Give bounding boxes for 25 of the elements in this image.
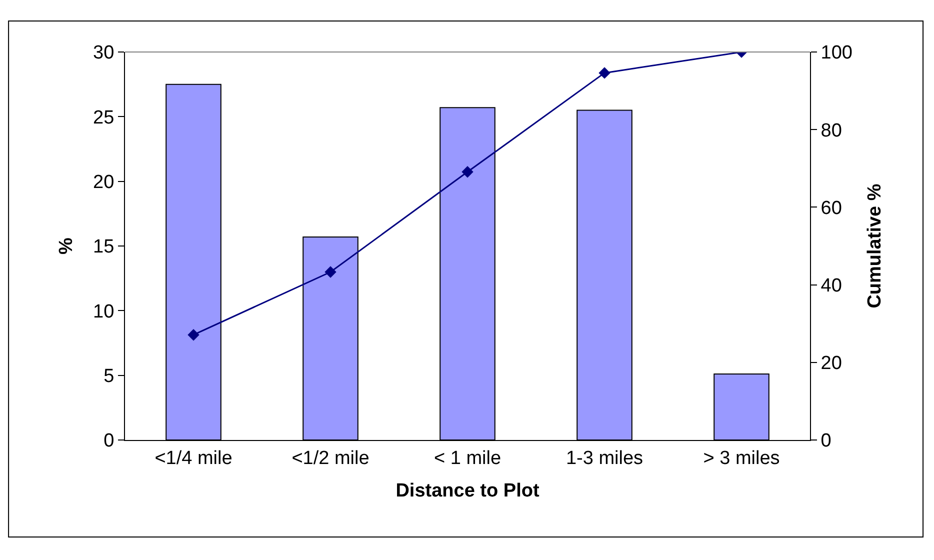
y2-tick-label: 60 [820,198,842,219]
x-axis-title: Distance to Plot [396,480,540,502]
y2-tick-label: 100 [820,42,853,64]
y-tick-label: 15 [93,236,114,258]
y2-tick-label: 20 [820,353,842,374]
point [188,329,200,341]
y-axis-title: % [56,237,77,254]
y-tick-label: 25 [93,107,114,128]
x-tick-label: <1/2 mile [292,448,370,469]
y-tick-label: 10 [93,301,114,322]
point [462,166,474,178]
x-tick-label: > 3 miles [703,448,780,469]
y-tick-label: 5 [104,366,114,387]
x-tick-label: 1-3 miles [566,448,644,469]
point [598,67,610,79]
y-tick-label: 0 [104,430,114,452]
y-tick-label: 20 [93,172,114,193]
y2-tick-label: 80 [820,120,842,142]
x-tick-label: < 1 mile [434,448,502,469]
y2-axis-title: Cumulative % [864,184,886,308]
y2-tick-label: 0 [820,430,832,452]
y2-tick-label: 40 [820,275,842,296]
point [324,266,336,278]
x-tick-label: <1/4 mile [154,448,232,469]
y-tick-label: 30 [93,42,114,64]
